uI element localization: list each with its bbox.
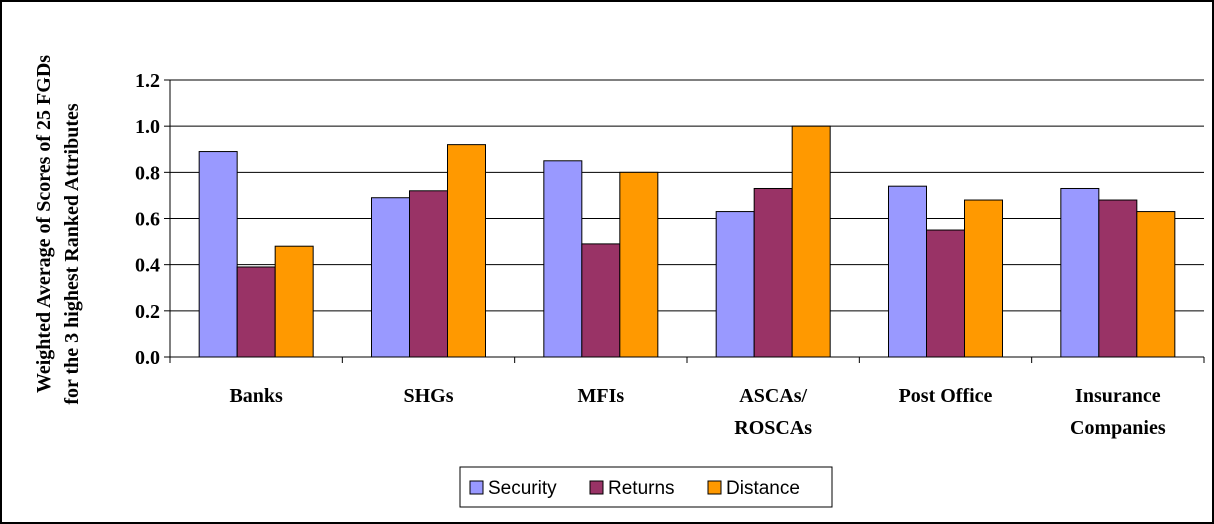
bar-distance — [274, 245, 314, 358]
bar-security — [1060, 187, 1100, 358]
legend-swatch-distance — [707, 480, 722, 495]
y-tick-label: 0.2 — [135, 301, 160, 323]
category-label: ASCAs/ROSCAs — [734, 385, 812, 439]
bar-returns — [753, 187, 793, 358]
bar-distance — [964, 199, 1003, 358]
bar-returns — [236, 266, 276, 358]
x-axis-categories: Banks SHGs MFIs ASCAs/ROSCAs Post Office Insu… — [229, 385, 1165, 439]
legend-box — [459, 466, 833, 508]
bar-security — [715, 211, 755, 358]
legend-label-distance: Distance — [726, 478, 800, 499]
y-axis-ticks: 0.0 0.2 0.4 0.6 0.8 1.0 1.2 — [135, 70, 170, 369]
legend-swatch-returns — [589, 480, 604, 495]
legend: Security Returns Distance — [459, 466, 833, 508]
bar-security — [888, 185, 927, 358]
category-label: SHGs — [403, 385, 453, 407]
category-label: MFIs — [577, 385, 624, 407]
bars — [198, 125, 1176, 358]
y-tick-label: 0.6 — [135, 209, 160, 231]
y-axis-label-line: for the 3 highest Ranked Attributes — [61, 103, 83, 405]
y-axis-label: Weighted Average of Scores of 25 FGDs for… — [33, 55, 83, 405]
bar-returns — [1098, 199, 1138, 358]
y-axis-label-line: Weighted Average of Scores of 25 FGDs — [33, 55, 55, 393]
y-tick-label: 0.4 — [135, 255, 160, 277]
category-label: Banks — [229, 385, 283, 407]
bar-distance — [1136, 211, 1176, 358]
axes — [169, 80, 1205, 363]
bar-distance — [447, 144, 486, 358]
bar-security — [198, 151, 238, 358]
legend-label-returns: Returns — [608, 478, 675, 499]
legend-label-security: Security — [488, 478, 557, 499]
bar-returns — [926, 229, 965, 358]
y-tick-label: 1.2 — [135, 70, 160, 92]
category-label: Post Office — [899, 385, 993, 407]
category-label: Insurance Companies — [1070, 385, 1166, 439]
grid-lines — [170, 79, 1204, 312]
bar-returns — [581, 243, 621, 358]
bar-distance — [791, 125, 831, 358]
y-tick-label: 1.0 — [135, 116, 160, 138]
bar-security — [371, 197, 410, 358]
legend-swatch-security — [469, 480, 484, 495]
y-tick-label: 0.8 — [135, 162, 160, 184]
bar-returns — [409, 190, 448, 358]
bar-security — [543, 160, 583, 358]
y-tick-label: 0.0 — [135, 347, 160, 369]
bar-distance — [619, 171, 659, 358]
